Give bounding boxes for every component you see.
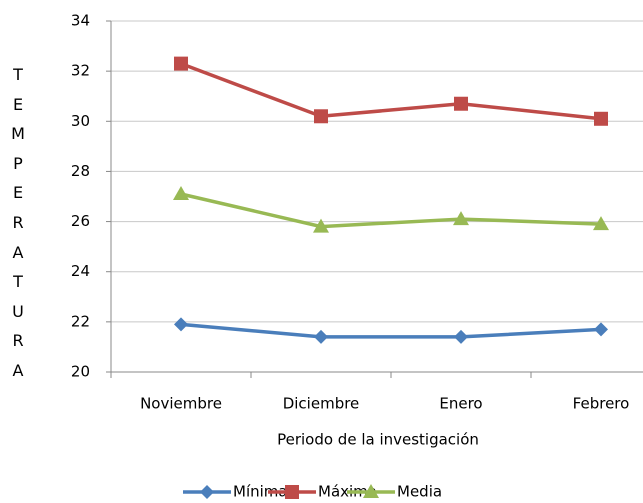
data-point <box>593 216 609 231</box>
y-tick-label: 32 <box>71 62 90 80</box>
x-tick-label: Diciembre <box>283 395 360 413</box>
legend-marker <box>285 485 299 499</box>
data-point <box>314 329 328 344</box>
data-point <box>174 56 188 71</box>
data-point <box>594 111 608 126</box>
x-axis-title: Periodo de la investigación <box>277 431 479 449</box>
y-axis-title: TEMPERATURA <box>11 65 25 380</box>
y-tick-label: 26 <box>71 212 90 230</box>
y-tick-label: 34 <box>71 12 90 30</box>
y-tick-label: 28 <box>71 162 90 180</box>
x-tick-label: Febrero <box>573 395 630 413</box>
legend-label: Mínima <box>233 483 288 501</box>
legend-marker <box>363 484 379 498</box>
data-point <box>594 322 608 337</box>
data-point <box>313 218 329 233</box>
data-point <box>174 317 188 332</box>
y-tick-label: 30 <box>71 112 90 130</box>
series-line <box>180 322 602 339</box>
data-point <box>453 211 469 226</box>
series-line <box>180 192 602 229</box>
data-point <box>454 329 468 344</box>
x-tick-label: Enero <box>439 395 482 413</box>
y-tick-label: 22 <box>71 312 90 330</box>
series-line <box>180 61 602 121</box>
y-tick-label: 20 <box>71 363 90 381</box>
legend-label: Media <box>397 483 442 501</box>
legend-marker <box>200 485 214 499</box>
data-point <box>314 109 328 124</box>
data-point <box>454 96 468 111</box>
data-point <box>173 185 189 200</box>
y-tick-label: 24 <box>71 262 90 280</box>
x-tick-label: Noviembre <box>140 395 222 413</box>
